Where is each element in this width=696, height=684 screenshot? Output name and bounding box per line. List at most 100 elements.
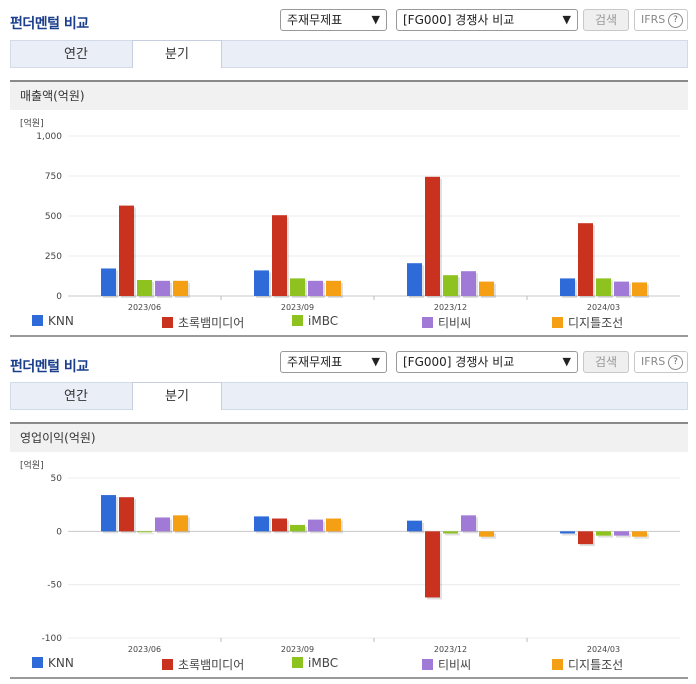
bar-iMBC (137, 280, 152, 296)
bar-KNN (254, 270, 269, 296)
legend-swatch (162, 659, 173, 670)
bar-KNN (560, 531, 575, 534)
bar-iMBC (290, 524, 305, 532)
ifrs-label: IFRS (641, 355, 666, 368)
tab-annual[interactable]: 연간 (64, 389, 88, 404)
y-tick-label: 0 (56, 292, 62, 302)
compare-group-value: [FG000] 경쟁사 비교 (403, 355, 515, 369)
legend-item[interactable]: KNN (32, 656, 74, 670)
bar-iMBC (137, 531, 152, 533)
bar-초록뱀미디어 (425, 176, 440, 296)
legend-label: 티비씨 (438, 316, 472, 330)
legend-label: 티비씨 (438, 658, 472, 672)
legend-item[interactable]: KNN (32, 314, 74, 328)
unit-label: [억원] (20, 117, 44, 129)
panel-title: 펀더멘털 비교 (10, 359, 89, 375)
bar-티비씨 (614, 531, 629, 536)
bar-iMBC (596, 278, 611, 296)
chart-legend: KNN 초록뱀미디어 iMBC 티비씨 디지틀조선 (10, 656, 688, 672)
bar-티비씨 (308, 280, 323, 296)
bar-디지틀조선 (173, 515, 188, 532)
report-type-value: 주재무제표 (287, 355, 343, 369)
x-tick-label: 2023/06 (128, 303, 161, 312)
bar-iMBC (443, 531, 458, 534)
y-tick-label: 500 (45, 212, 62, 222)
period-tabs: 연간 분기 (10, 382, 688, 410)
x-tick-label: 2024/03 (587, 645, 620, 654)
help-icon[interactable]: ? (668, 355, 683, 370)
y-tick-label: -50 (47, 581, 62, 591)
bar-초록뱀미디어 (119, 497, 134, 532)
bar-디지틀조선 (479, 281, 494, 296)
bar-디지틀조선 (479, 531, 494, 537)
compare-group-select[interactable]: [FG000] 경쟁사 비교 ▼ (396, 351, 578, 373)
tab-quarterly[interactable]: 분기 (132, 40, 222, 68)
bar-초록뱀미디어 (578, 223, 593, 296)
bar-iMBC (596, 531, 611, 536)
chevron-down-icon: ▼ (371, 355, 380, 368)
divider (10, 677, 688, 679)
tab-quarterly[interactable]: 분기 (132, 382, 222, 410)
bar-티비씨 (461, 271, 476, 296)
search-button[interactable]: 검색 (583, 9, 629, 31)
legend-item[interactable]: iMBC (292, 656, 338, 670)
y-tick-label: 1,000 (36, 132, 62, 142)
legend-item[interactable]: iMBC (292, 314, 338, 328)
legend-item[interactable]: 초록뱀미디어 (162, 656, 244, 673)
legend-item[interactable]: 티비씨 (422, 656, 471, 673)
bar-디지틀조선 (326, 280, 341, 296)
help-icon[interactable]: ? (668, 13, 683, 28)
bar-KNN (254, 516, 269, 532)
tab-annual[interactable]: 연간 (64, 47, 88, 62)
y-tick-label: 750 (45, 172, 62, 182)
bar-iMBC (443, 275, 458, 296)
legend-label: KNN (48, 314, 74, 328)
legend-swatch (422, 659, 433, 670)
period-tabs: 연간 분기 (10, 40, 688, 68)
chart-title-bar: 영업이익(억원) (10, 422, 688, 452)
ifrs-button[interactable]: IFRS ? (634, 9, 688, 31)
bar-티비씨 (308, 519, 323, 532)
bar-KNN (560, 278, 575, 296)
legend-swatch (552, 659, 563, 670)
legend-swatch (292, 315, 303, 326)
legend-item[interactable]: 티비씨 (422, 314, 471, 331)
chevron-down-icon: ▼ (562, 13, 571, 26)
legend-item[interactable]: 디지틀조선 (552, 314, 623, 331)
bar-티비씨 (461, 515, 476, 532)
bar-shadow (562, 533, 577, 536)
legend-swatch (162, 317, 173, 328)
x-tick-label: 2023/09 (281, 303, 314, 312)
bar-디지틀조선 (326, 518, 341, 532)
legend-label: 초록뱀미디어 (178, 316, 245, 330)
bar-KNN (101, 268, 116, 296)
legend-swatch (422, 317, 433, 328)
fundamental-panel-operating-income: 펀더멘털 비교 주재무제표 ▼ [FG000] 경쟁사 비교 ▼ 검색 IFRS… (0, 342, 696, 684)
divider (10, 335, 688, 337)
bar-디지틀조선 (632, 531, 647, 537)
bar-shadow (445, 533, 460, 536)
x-tick-label: 2023/12 (434, 645, 467, 654)
legend-label: 디지틀조선 (568, 658, 624, 672)
legend-item[interactable]: 초록뱀미디어 (162, 314, 244, 331)
legend-label: 디지틀조선 (568, 316, 624, 330)
panel-title: 펀더멘털 비교 (10, 16, 89, 32)
bar-티비씨 (155, 517, 170, 532)
compare-group-select[interactable]: [FG000] 경쟁사 비교 ▼ (396, 9, 578, 31)
report-type-select[interactable]: 주재무제표 ▼ (280, 9, 387, 31)
legend-item[interactable]: 디지틀조선 (552, 656, 623, 673)
revenue-chart: [억원] 0 250 500 750 1,000 2023/06 2023/09 2023/12… (20, 117, 680, 312)
search-button[interactable]: 검색 (583, 351, 629, 373)
report-type-select[interactable]: 주재무제표 ▼ (280, 351, 387, 373)
legend-swatch (292, 657, 303, 668)
bar-shadow (139, 533, 154, 535)
chevron-down-icon: ▼ (562, 355, 571, 368)
ifrs-button[interactable]: IFRS ? (634, 351, 688, 373)
y-tick-label: 50 (51, 474, 63, 484)
legend-swatch (32, 657, 43, 668)
y-tick-label: 0 (56, 527, 62, 537)
x-tick-label: 2023/09 (281, 645, 314, 654)
legend-swatch (32, 315, 43, 326)
y-tick-label: -100 (42, 634, 63, 644)
x-tick-label: 2023/06 (128, 645, 161, 654)
